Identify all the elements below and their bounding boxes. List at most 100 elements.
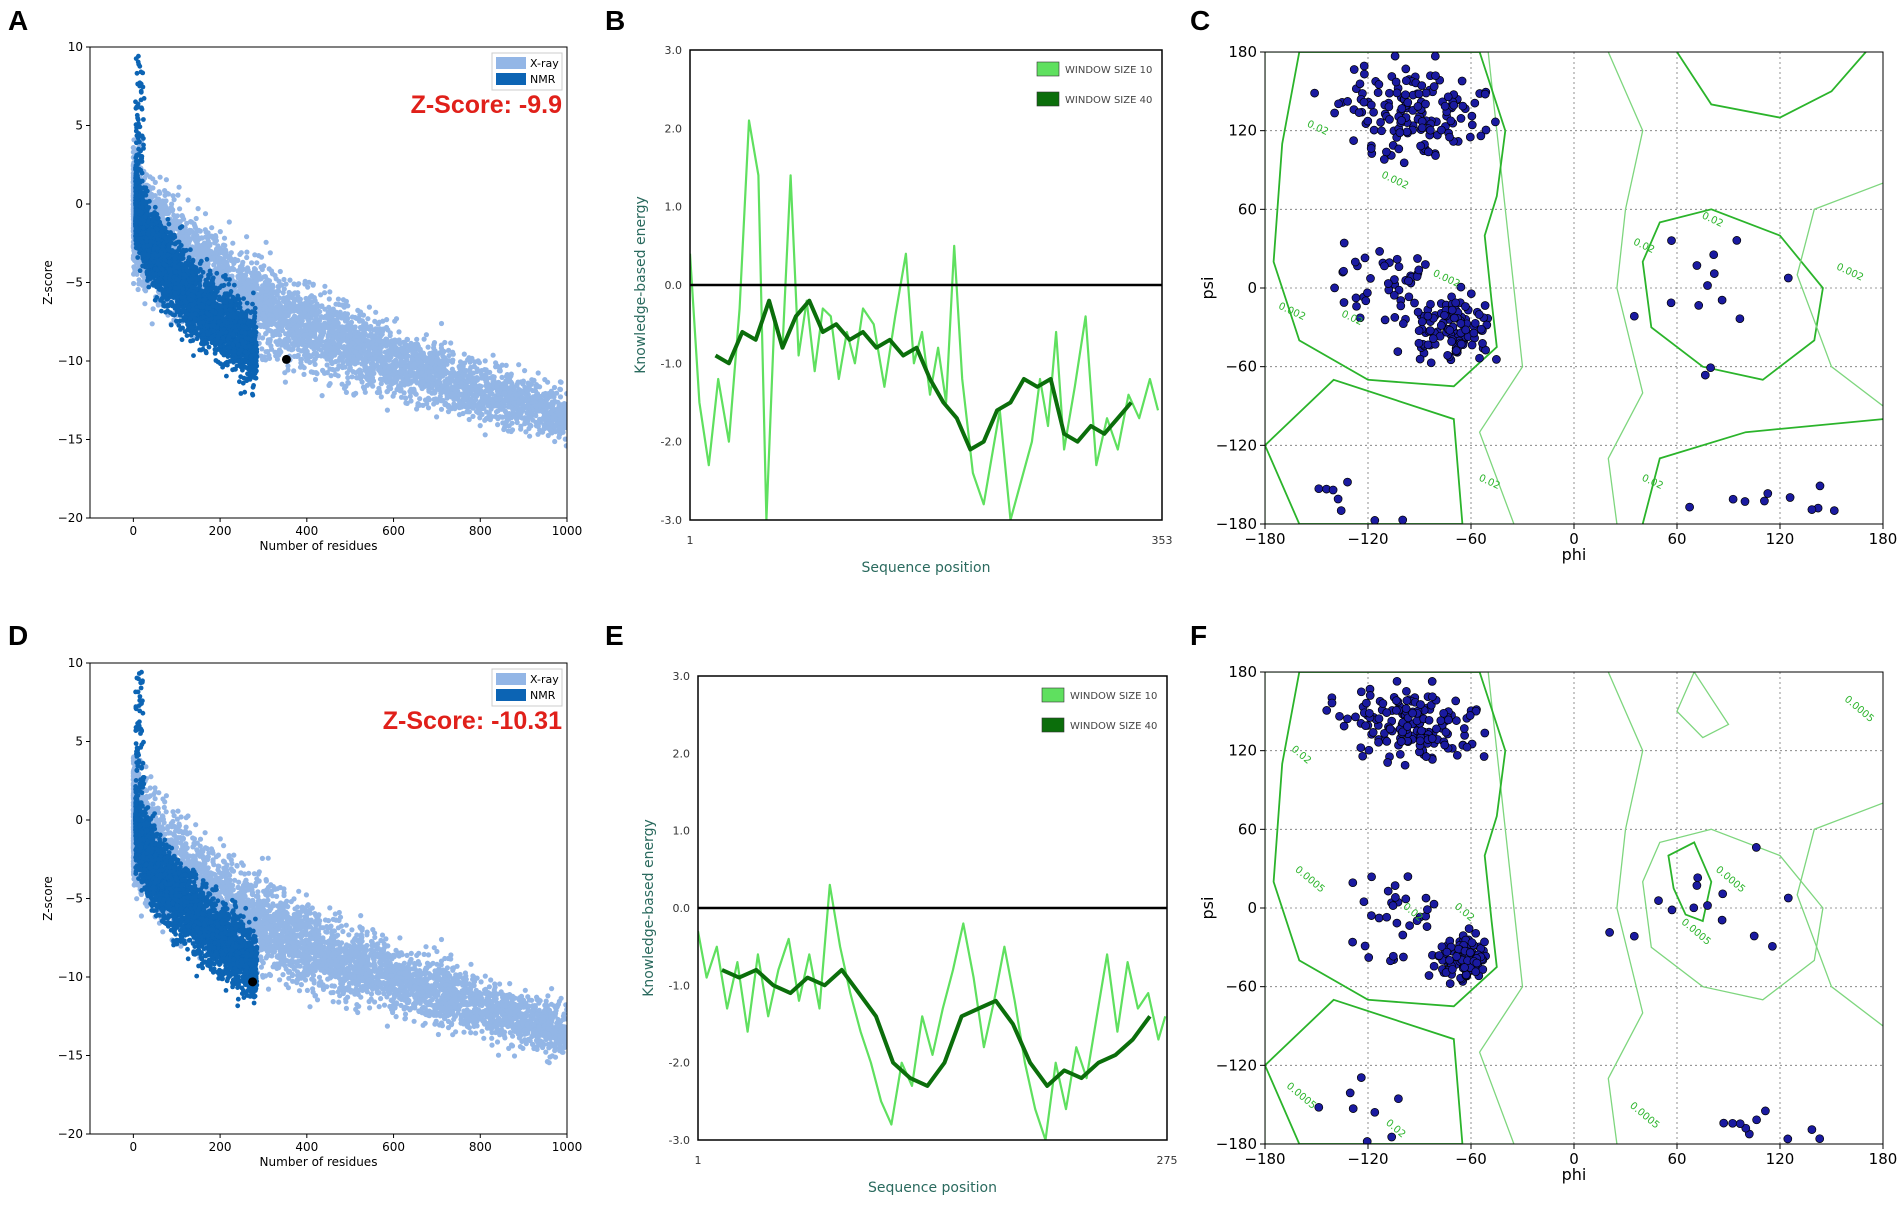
x-tick-label: −60	[1455, 530, 1487, 548]
y-tick-label: −10	[58, 970, 83, 984]
y-axis-label: Knowledge-based energy	[641, 819, 657, 997]
y-tick-label: 10	[68, 656, 83, 670]
y-tick-label: 2.0	[673, 747, 691, 760]
nmr-point-cloud	[133, 53, 260, 398]
y-tick-label: −120	[1216, 436, 1257, 454]
window-size-40-line	[721, 967, 1152, 1088]
contour-favored-left	[1272, 672, 1507, 1008]
y-tick-label: -1.0	[661, 357, 682, 370]
y-axis-label: Knowledge-based energy	[633, 196, 649, 374]
y-tick-label: 0	[1247, 899, 1257, 917]
residue-points	[1314, 676, 1825, 1144]
legend: WINDOW SIZE 10 WINDOW SIZE 40	[1036, 61, 1152, 107]
contour-label: 0.0005	[1679, 917, 1713, 948]
contour-label: 0.0005	[1842, 694, 1876, 725]
contour-favored-bottom	[1265, 378, 1464, 524]
y-tick-label: -3.0	[669, 1134, 690, 1147]
legend-swatch-window-10	[1041, 687, 1065, 703]
y-tick-label: −120	[1216, 1056, 1257, 1074]
y-tick-label: 0	[75, 813, 83, 827]
y-tick-label: 60	[1238, 820, 1257, 838]
panel-B-energy-plot: 3.0 2.0 1.0 0.0 -1.0 -2.0 -3.0 1 353 Sequence pos…	[633, 44, 1173, 576]
y-axis-label: psi	[1198, 277, 1217, 300]
contour-label: 0.002	[1380, 170, 1411, 192]
y-tick-label: −10	[58, 354, 83, 368]
x-tick-label: 400	[295, 524, 318, 538]
x-tick-label: 180	[1869, 530, 1898, 548]
z-score-annotation: Z-Score: -10.31	[383, 707, 562, 735]
x-tick-label: 400	[295, 1140, 318, 1154]
panel-label-A: A	[8, 5, 28, 36]
y-tick-label: 180	[1228, 663, 1257, 681]
y-tick-label: 120	[1228, 122, 1257, 140]
contour-label: 0.0005	[1713, 864, 1747, 895]
panel-label-E: E	[605, 620, 624, 651]
contour-label: 0.002	[1834, 262, 1865, 284]
y-tick-label: 120	[1228, 742, 1257, 760]
contour-left-handed	[1667, 841, 1713, 923]
contour-label: 0.02	[1452, 901, 1476, 924]
legend-swatch-window-40	[1036, 91, 1060, 107]
x-axis-label: Sequence position	[862, 560, 991, 576]
panel-label-C: C	[1190, 5, 1210, 36]
contour-allowed-far-right	[1796, 182, 1883, 407]
x-tick-label: 0	[130, 1140, 138, 1154]
y-tick-label: -2.0	[669, 1057, 690, 1070]
x-tick-label: 60	[1667, 1150, 1686, 1168]
x-tick-label: 353	[1152, 534, 1173, 547]
contour-favored-left	[1272, 52, 1507, 388]
query-structure-point	[281, 354, 291, 364]
x-tick-label: 600	[382, 524, 405, 538]
y-tick-label: −15	[58, 1049, 83, 1063]
y-tick-label: 0.0	[665, 279, 683, 292]
contour-allowed-far-right	[1796, 802, 1883, 1027]
legend-swatch-nmr	[496, 689, 526, 701]
panel-label-D: D	[8, 620, 28, 651]
legend-label-window-10: WINDOW SIZE 10	[1070, 691, 1157, 702]
panel-C-ramachandran-plot: 0.020.020.0020.0020.020.0020.020.0020.02…	[1198, 43, 1897, 564]
y-tick-label: 0.0	[673, 902, 691, 915]
x-tick-label: −60	[1455, 1150, 1487, 1168]
y-tick-label: 5	[75, 119, 83, 133]
contour-label: 0.0005	[1284, 1081, 1318, 1112]
x-tick-label: 1	[687, 534, 694, 547]
y-tick-label: −20	[58, 1127, 83, 1141]
x-axis-label: Number of residues	[260, 539, 378, 553]
y-axis-label: psi	[1198, 897, 1217, 920]
y-tick-label: -3.0	[661, 514, 682, 527]
x-tick-label: 200	[209, 524, 232, 538]
y-tick-label: −60	[1225, 978, 1257, 996]
contour-allowed-right	[1607, 672, 1644, 1144]
y-tick-label: −20	[58, 511, 83, 525]
contour-label: 0.02	[1305, 119, 1330, 138]
y-tick-label: 10	[68, 40, 83, 54]
x-tick-label: 200	[209, 1140, 232, 1154]
legend-label-xray: X-ray	[530, 673, 559, 686]
y-axis-label: Z-score	[41, 876, 55, 921]
y-tick-label: 3.0	[665, 44, 683, 57]
x-tick-label: 275	[1157, 1154, 1178, 1167]
y-axis-label: Z-score	[41, 260, 55, 305]
x-axis-label: phi	[1562, 1165, 1587, 1184]
legend-swatch-window-40	[1041, 717, 1065, 733]
legend-label-xray: X-ray	[530, 57, 559, 70]
panel-D-zscore-plot: 0 200 400 600 800 1000 10 5 0 −5 −10 −15 −20 Number o…	[41, 656, 582, 1169]
contour-label: 0.0005	[1293, 864, 1327, 895]
panel-E-energy-plot: 3.0 2.0 1.0 0.0 -1.0 -2.0 -3.0 1 275 Sequence pos…	[641, 670, 1178, 1196]
y-tick-label: 0	[1247, 279, 1257, 297]
query-structure-point	[248, 977, 258, 987]
x-tick-label: 600	[382, 1140, 405, 1154]
x-tick-label: 1	[695, 1154, 702, 1167]
y-tick-label: 1.0	[673, 825, 691, 838]
contour-alpha-left	[1641, 208, 1824, 381]
contour-label: 0.0005	[1627, 1100, 1661, 1131]
legend-swatch-window-10	[1036, 61, 1060, 77]
y-tick-label: −5	[65, 892, 83, 906]
y-tick-label: -2.0	[661, 436, 682, 449]
y-tick-label: -1.0	[669, 979, 690, 992]
x-tick-label: 0	[1569, 530, 1579, 548]
contour-label: 0.02	[1339, 309, 1364, 328]
y-tick-label: −180	[1216, 515, 1257, 533]
x-tick-label: −180	[1244, 530, 1285, 548]
